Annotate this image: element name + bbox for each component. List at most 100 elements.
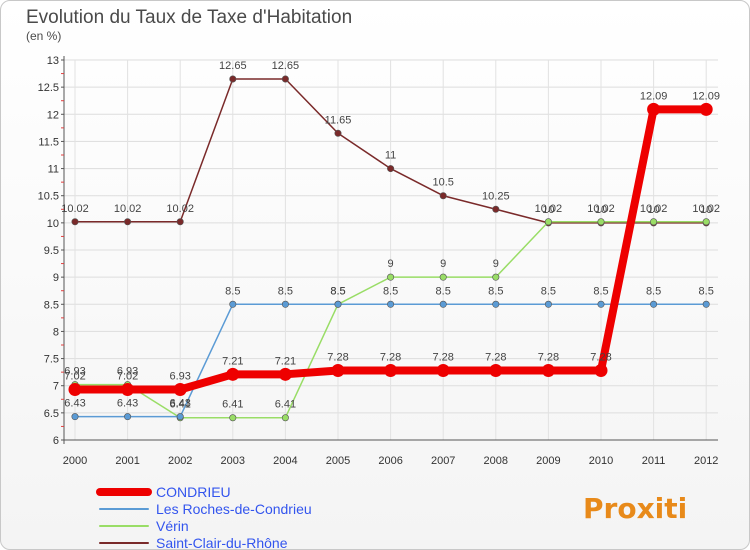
y-tick-label: 6 <box>53 435 59 447</box>
data-label: 6.93 <box>117 366 138 378</box>
data-label: 12.65 <box>272 60 300 72</box>
series-point <box>439 273 447 281</box>
series-point <box>173 383 187 397</box>
x-tick-label: 2001 <box>115 455 139 467</box>
series-point <box>594 364 608 378</box>
data-labels: 7.02 7.02 6.937.21 7.21 7.28 7.28 7.28 7.28 7.28… <box>61 60 720 411</box>
series-point <box>71 413 79 421</box>
series-point <box>387 300 395 308</box>
data-label: 6.43 <box>117 398 138 410</box>
data-label: 6.93 <box>169 371 190 383</box>
data-label: 8.5 <box>488 285 503 297</box>
chart-subtitle: (en %) <box>26 29 61 43</box>
data-label: 6.41 <box>169 399 190 411</box>
data-label: 10.02 <box>114 203 142 215</box>
series-point <box>492 273 500 281</box>
data-label: 10.5 <box>432 177 453 189</box>
series-point <box>281 414 289 422</box>
x-tick-label: 2011 <box>642 455 666 467</box>
data-label: 8.5 <box>699 285 714 297</box>
x-tick-label: 2012 <box>694 455 718 467</box>
series-point <box>650 300 658 308</box>
y-tick-label: 9 <box>53 272 59 284</box>
x-tick-label: 2006 <box>378 455 402 467</box>
series-point <box>281 300 289 308</box>
series-point <box>544 218 552 226</box>
data-label: 10 <box>647 204 659 216</box>
grid-lines <box>64 59 718 441</box>
chart-title: Evolution du Taux de Taxe d'Habitation <box>26 7 352 28</box>
series-point <box>124 413 132 421</box>
data-label: 9 <box>388 258 394 270</box>
data-label: 6.41 <box>222 399 243 411</box>
x-tick-label: 2004 <box>273 455 297 467</box>
data-label: 8.5 <box>330 285 345 297</box>
data-label: 10.02 <box>61 203 89 215</box>
y-tick-labels: 6 6.5 7 7.5 8 8.5 9 9.5 10 10.5 11 11.5 12 12.5 13 <box>38 55 59 447</box>
series-point <box>334 129 342 137</box>
data-label: 8.5 <box>330 285 345 297</box>
series-point <box>699 102 713 116</box>
series-point <box>544 300 552 308</box>
y-tick-label: 12 <box>47 109 59 121</box>
legend-label: Vérin <box>156 518 189 534</box>
x-tick-label: 2005 <box>326 455 350 467</box>
axes <box>61 56 718 444</box>
series-point <box>702 300 710 308</box>
data-label: 8.5 <box>278 285 293 297</box>
data-label: 7.28 <box>380 352 401 364</box>
data-label: 10.02 <box>535 203 563 215</box>
data-label: 12.65 <box>219 60 247 72</box>
series-point <box>229 414 237 422</box>
series-point <box>597 300 605 308</box>
legend-label: Les Roches-de-Condrieu <box>156 501 312 517</box>
data-label: 12.09 <box>640 90 668 102</box>
data-label: 8.5 <box>646 285 661 297</box>
series-point <box>176 218 184 226</box>
series-point <box>226 367 240 381</box>
data-label: 6.43 <box>64 398 85 410</box>
data-label: 10 <box>595 204 607 216</box>
series-point <box>387 165 395 173</box>
data-label: 7.21 <box>222 355 243 367</box>
data-label: 9 <box>493 258 499 270</box>
data-label: 6.43 <box>169 398 190 410</box>
series-point <box>331 364 345 378</box>
data-label: 7.28 <box>538 352 559 364</box>
series-point <box>334 300 342 308</box>
series-point <box>541 364 555 378</box>
data-label: 7.28 <box>485 352 506 364</box>
series-point <box>489 364 503 378</box>
data-label: 10.02 <box>166 203 194 215</box>
series-point <box>384 364 398 378</box>
series-point <box>439 192 447 200</box>
data-label: 7.21 <box>275 355 296 367</box>
x-tick-label: 2003 <box>221 455 245 467</box>
series-point <box>121 383 135 397</box>
legend-label: CONDRIEU <box>156 484 231 500</box>
series-point <box>439 300 447 308</box>
series-point <box>597 218 605 226</box>
x-tick-labels: 2000 2001 2002 2003 2004 2005 2006 2007 2008 2009… <box>63 455 719 467</box>
series-point <box>68 383 82 397</box>
x-tick-label: 2008 <box>484 455 508 467</box>
data-label: 11 <box>385 150 396 162</box>
y-tick-label: 7 <box>53 381 59 393</box>
legend-label: Saint-Clair-du-Rhône <box>156 535 288 550</box>
data-label: 7.28 <box>432 352 453 364</box>
data-label: 8.5 <box>225 285 240 297</box>
data-label: 7.28 <box>327 352 348 364</box>
data-label: 8.5 <box>593 285 608 297</box>
proxiti-logo: Proxiti <box>583 492 687 525</box>
series-point <box>176 413 184 421</box>
series-point <box>229 75 237 83</box>
series-point <box>281 75 289 83</box>
x-tick-label: 2002 <box>168 455 192 467</box>
y-tick-label: 11 <box>48 164 59 176</box>
series-lines <box>68 75 713 422</box>
y-tick-label: 12.5 <box>38 82 59 94</box>
series-point <box>71 218 79 226</box>
y-tick-label: 10.5 <box>38 191 59 203</box>
series-point <box>436 364 450 378</box>
series-point <box>492 300 500 308</box>
